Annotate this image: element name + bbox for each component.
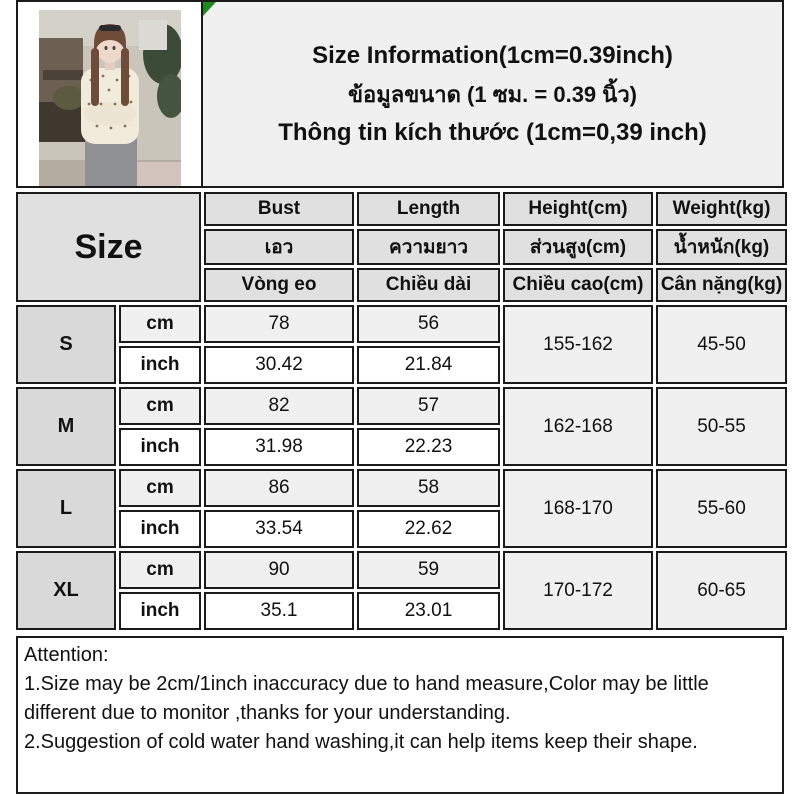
height-l: 168-170 bbox=[503, 469, 654, 548]
product-photo-cell bbox=[18, 2, 203, 186]
title-vietnamese: Thông tin kích thước (1cm=0,39 inch) bbox=[278, 118, 707, 146]
title-thai: ข้อมูลขนาด (1 ซม. = 0.39 นิ้ว) bbox=[347, 81, 637, 107]
height-s: 155-162 bbox=[503, 305, 654, 384]
bust-inch-l: 33.54 bbox=[204, 510, 355, 548]
size-table: Size Bust Length Height(cm) Weight(kg) เ… bbox=[13, 189, 791, 633]
top-section: Size Information(1cm=0.39inch) ข้อมูลขนา… bbox=[16, 0, 784, 188]
height-m: 162-168 bbox=[503, 387, 654, 466]
row-xl-inch: inch 35.1 23.01 bbox=[16, 592, 787, 630]
length-cm-xl: 59 bbox=[357, 551, 501, 589]
bust-inch-xl: 35.1 bbox=[204, 592, 355, 630]
attention-note-1: 1.Size may be 2cm/1inch inaccuracy due t… bbox=[24, 673, 709, 724]
header-height-en: Height(cm) bbox=[503, 192, 654, 226]
unit-inch-m: inch bbox=[119, 428, 202, 466]
length-cm-l: 58 bbox=[357, 469, 501, 507]
unit-cm-l: cm bbox=[119, 469, 202, 507]
header-length-en: Length bbox=[357, 192, 501, 226]
attention-heading: Attention: bbox=[24, 644, 109, 666]
unit-cm-xl: cm bbox=[119, 551, 202, 589]
row-s-cm: S cm 78 56 155-162 45-50 bbox=[16, 305, 788, 384]
length-inch-s: 21.84 bbox=[357, 346, 501, 384]
row-s-inch: inch 30.42 21.84 bbox=[16, 346, 787, 384]
header-height-vi: Chiều cao(cm) bbox=[503, 268, 654, 302]
size-corner-label: Size bbox=[16, 192, 202, 302]
size-label-m: M bbox=[16, 387, 116, 466]
weight-s: 45-50 bbox=[656, 305, 788, 384]
weight-l: 55-60 bbox=[656, 469, 788, 548]
unit-inch-l: inch bbox=[119, 510, 202, 548]
bust-cm-m: 82 bbox=[204, 387, 355, 425]
attention-panel: Attention: 1.Size may be 2cm/1inch inacc… bbox=[16, 636, 784, 794]
weight-xl: 60-65 bbox=[656, 551, 788, 630]
row-m-cm: M cm 82 57 162-168 50-55 bbox=[16, 387, 788, 466]
size-chart-sheet: Size Information(1cm=0.39inch) ข้อมูลขนา… bbox=[13, 0, 791, 794]
header-row-thai: เอว ความยาว ส่วนสูง(cm) น้ำหนัก(kg) bbox=[16, 229, 788, 265]
unit-cm-s: cm bbox=[119, 305, 202, 343]
length-inch-l: 22.62 bbox=[357, 510, 501, 548]
title-english: Size Information(1cm=0.39inch) bbox=[312, 41, 673, 69]
header-length-vi: Chiều dài bbox=[357, 268, 501, 302]
header-bust-vi: Vòng eo bbox=[204, 268, 355, 302]
size-label-l: L bbox=[16, 469, 116, 548]
header-weight-th: น้ำหนัก(kg) bbox=[656, 229, 788, 265]
model-photo bbox=[38, 10, 181, 186]
header-bust-en: Bust bbox=[204, 192, 355, 226]
header-weight-en: Weight(kg) bbox=[656, 192, 788, 226]
size-label-xl: XL bbox=[16, 551, 116, 630]
header-row-vietnamese: Vòng eo Chiều dài Chiều cao(cm) Cân nặng… bbox=[16, 268, 788, 302]
length-inch-m: 22.23 bbox=[357, 428, 501, 466]
header-bust-th: เอว bbox=[204, 229, 355, 265]
bust-inch-m: 31.98 bbox=[204, 428, 355, 466]
header-weight-vi: Cân nặng(kg) bbox=[656, 268, 788, 302]
header-length-th: ความยาว bbox=[357, 229, 501, 265]
header-row-english: Size Bust Length Height(cm) Weight(kg) bbox=[16, 192, 788, 302]
height-xl: 170-172 bbox=[503, 551, 654, 630]
row-l-inch: inch 33.54 22.62 bbox=[16, 510, 787, 548]
bust-cm-s: 78 bbox=[204, 305, 355, 343]
attention-note-2: 2.Suggestion of cold water hand washing,… bbox=[24, 731, 698, 753]
header-height-th: ส่วนสูง(cm) bbox=[503, 229, 654, 265]
size-label-s: S bbox=[16, 305, 116, 384]
length-inch-xl: 23.01 bbox=[357, 592, 501, 630]
bust-inch-s: 30.42 bbox=[204, 346, 355, 384]
bust-cm-l: 86 bbox=[204, 469, 355, 507]
bust-cm-xl: 90 bbox=[204, 551, 355, 589]
unit-inch-xl: inch bbox=[119, 592, 202, 630]
row-xl-cm: XL cm 90 59 170-172 60-65 bbox=[16, 551, 788, 630]
row-m-inch: inch 31.98 22.23 bbox=[16, 428, 787, 466]
row-l-cm: L cm 86 58 168-170 55-60 bbox=[16, 469, 788, 548]
weight-m: 50-55 bbox=[656, 387, 788, 466]
unit-cm-m: cm bbox=[119, 387, 202, 425]
unit-inch-s: inch bbox=[119, 346, 202, 384]
length-cm-m: 57 bbox=[357, 387, 501, 425]
length-cm-s: 56 bbox=[357, 305, 501, 343]
title-panel: Size Information(1cm=0.39inch) ข้อมูลขนา… bbox=[203, 2, 782, 186]
green-corner-flag-icon bbox=[203, 2, 216, 16]
